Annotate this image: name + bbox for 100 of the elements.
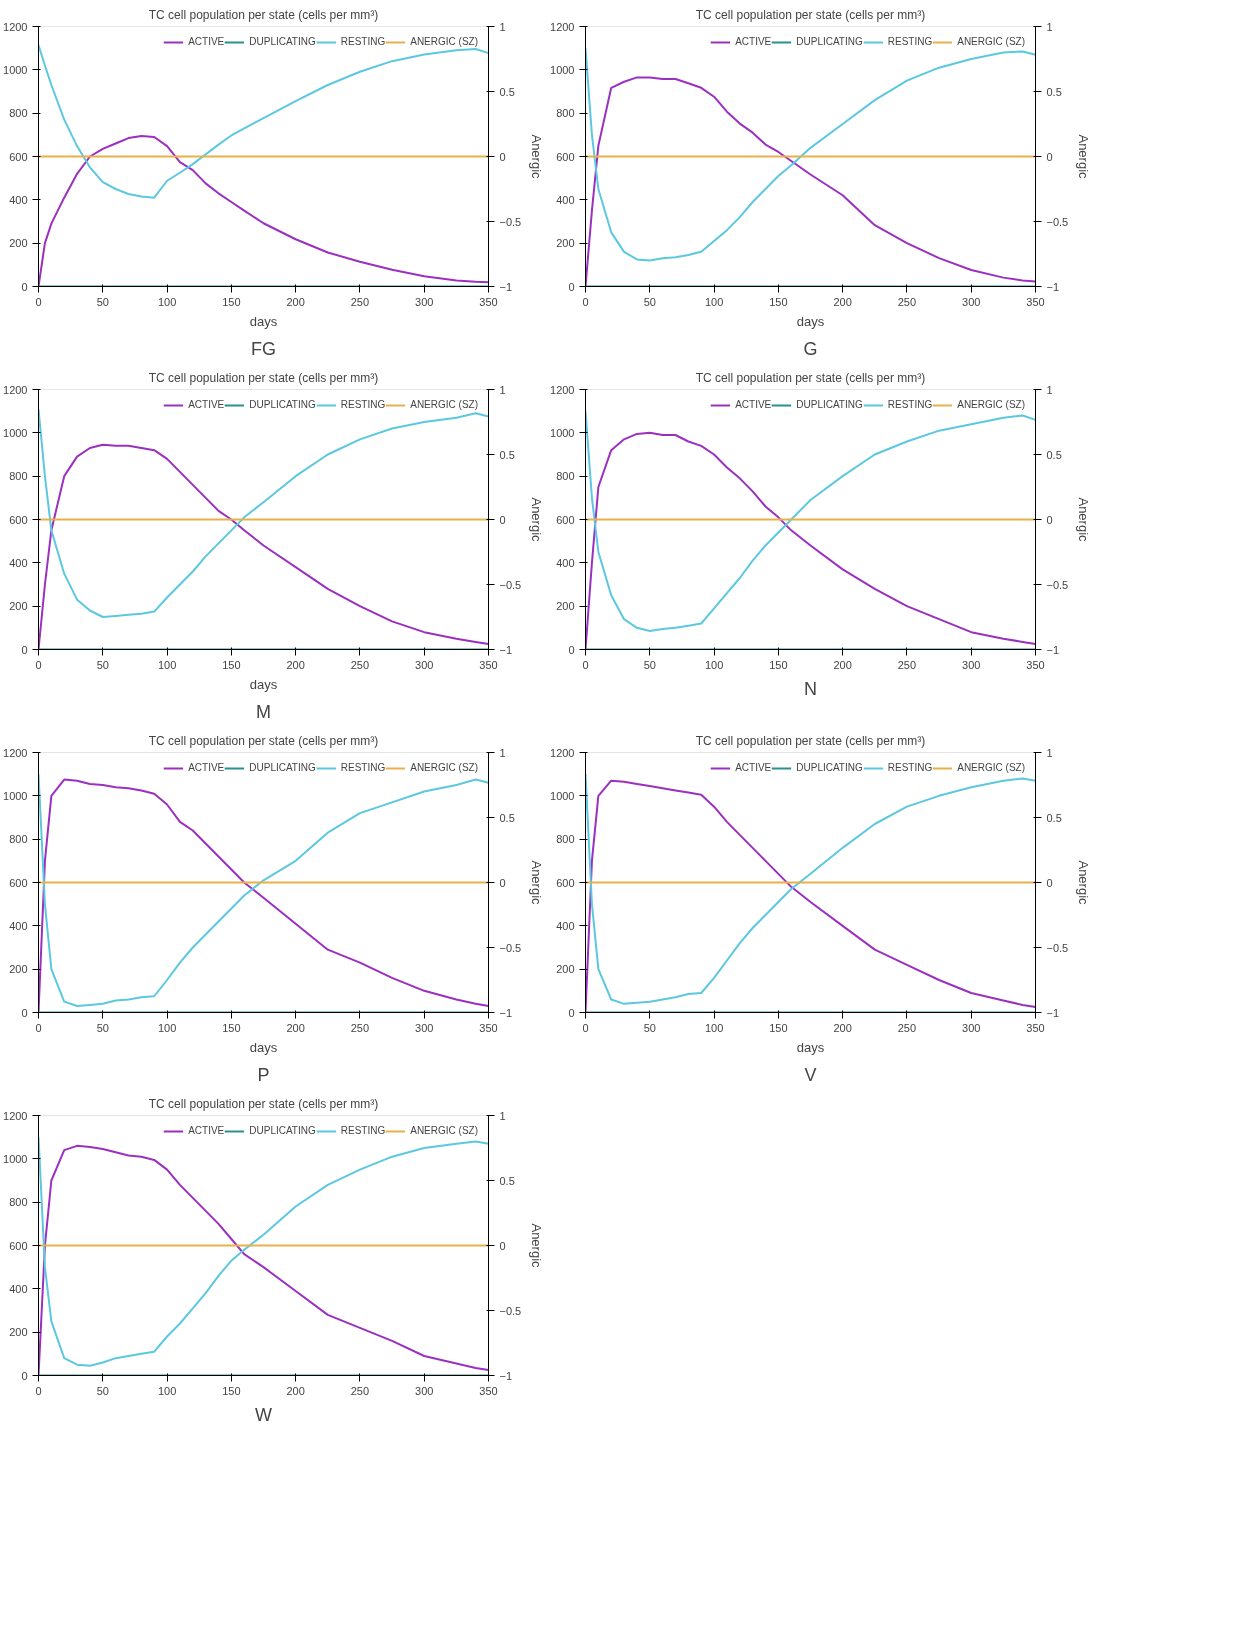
x-tick-label: 200 bbox=[833, 1021, 852, 1034]
y2-tick-label: −1 bbox=[499, 280, 513, 293]
legend-label: ANERGIC (SZ) bbox=[957, 36, 1025, 47]
x-tick-label: 200 bbox=[833, 658, 852, 671]
y2-tick-label: 0 bbox=[499, 876, 506, 889]
legend-label: ACTIVE bbox=[188, 36, 225, 47]
y-tick-label: 800 bbox=[556, 470, 575, 483]
y-tick-label: 200 bbox=[556, 963, 575, 976]
x-tick-label: 350 bbox=[1026, 1021, 1045, 1034]
x-tick-label: 200 bbox=[286, 1021, 305, 1034]
y2-tick-label: −0.5 bbox=[1046, 941, 1069, 954]
legend-label: RESTING bbox=[887, 399, 933, 410]
x-tick-label: 50 bbox=[96, 1021, 109, 1034]
x-tick-label: 200 bbox=[286, 1384, 305, 1397]
y2-tick-label: 0.5 bbox=[499, 85, 515, 98]
x-tick-label: 0 bbox=[582, 1021, 589, 1034]
y-tick-label: 800 bbox=[9, 107, 28, 120]
legend-label: ANERGIC (SZ) bbox=[957, 762, 1025, 773]
y2-tick-label: 0 bbox=[499, 1239, 506, 1252]
legend-label: RESTING bbox=[340, 399, 386, 410]
y2-tick-label: 0 bbox=[499, 513, 506, 526]
text: W bbox=[255, 1404, 273, 1425]
x-tick-label: 350 bbox=[479, 1384, 498, 1397]
y2-tick-label: 0 bbox=[1046, 150, 1053, 163]
legend-label: ACTIVE bbox=[188, 762, 225, 773]
x-tick-label: 150 bbox=[222, 295, 241, 308]
y-tick-label: 600 bbox=[9, 513, 28, 526]
y-tick-label: 1000 bbox=[3, 1152, 28, 1165]
x-tick-label: 300 bbox=[415, 295, 434, 308]
y2-tick-label: −0.5 bbox=[499, 941, 522, 954]
y-tick-label: 800 bbox=[9, 470, 28, 483]
y2-tick-label: −1 bbox=[1046, 1006, 1060, 1019]
x-tick-label: 150 bbox=[769, 295, 788, 308]
y-tick-label: 1200 bbox=[3, 383, 28, 396]
legend-label: RESTING bbox=[887, 762, 933, 773]
x-tick-label: 100 bbox=[157, 1384, 177, 1397]
chart-title: TC cell population per state (cells per mm³) bbox=[148, 733, 379, 748]
y2-axis-title: Anergic bbox=[529, 497, 545, 543]
x-tick-label: 50 bbox=[643, 295, 656, 308]
legend-label: RESTING bbox=[340, 1125, 386, 1136]
x-tick-label: 150 bbox=[222, 658, 241, 671]
y-tick-label: 400 bbox=[556, 193, 575, 206]
y-tick-label: 600 bbox=[9, 1239, 28, 1252]
y2-tick-label: 1 bbox=[1046, 20, 1053, 33]
y-tick-label: 400 bbox=[9, 193, 28, 206]
text: N bbox=[804, 678, 817, 699]
x-tick-label: 250 bbox=[897, 1021, 917, 1034]
y-tick-label: 1200 bbox=[3, 746, 28, 759]
y2-tick-label: 0.5 bbox=[1046, 85, 1062, 98]
text: M bbox=[256, 701, 271, 722]
y2-tick-label: 0.5 bbox=[499, 448, 515, 461]
y-tick-label: 0 bbox=[568, 643, 575, 656]
text: V bbox=[804, 1064, 817, 1085]
legend-label: DUPLICATING bbox=[249, 762, 316, 773]
legend-label: ACTIVE bbox=[188, 1125, 225, 1136]
legend-label: RESTING bbox=[340, 36, 386, 47]
y-tick-label: 0 bbox=[21, 643, 28, 656]
y-tick-label: 0 bbox=[568, 1006, 575, 1019]
y2-tick-label: 0.5 bbox=[499, 1174, 515, 1187]
y2-tick-label: −0.5 bbox=[499, 1304, 522, 1317]
y2-tick-label: 1 bbox=[499, 746, 506, 759]
y2-tick-label: −0.5 bbox=[1046, 215, 1069, 228]
x-tick-label: 250 bbox=[897, 658, 917, 671]
y-tick-label: 0 bbox=[21, 1006, 28, 1019]
y-tick-label: 800 bbox=[9, 1196, 28, 1209]
x-tick-label: 100 bbox=[157, 295, 177, 308]
x-tick-label: 150 bbox=[222, 1021, 241, 1034]
y-tick-label: 1200 bbox=[3, 1109, 28, 1122]
legend-label: DUPLICATING bbox=[249, 399, 316, 410]
y2-tick-label: −0.5 bbox=[499, 578, 522, 591]
y-tick-label: 400 bbox=[556, 919, 575, 932]
y-tick-label: 600 bbox=[556, 513, 575, 526]
y-tick-label: 1200 bbox=[3, 20, 28, 33]
y-tick-label: 600 bbox=[556, 876, 575, 889]
x-tick-label: 300 bbox=[962, 1021, 981, 1034]
y2-tick-label: −1 bbox=[1046, 643, 1060, 656]
x-tick-label: 0 bbox=[35, 658, 42, 671]
x-tick-label: 100 bbox=[157, 658, 177, 671]
y2-tick-label: −1 bbox=[499, 1006, 513, 1019]
x-tick-label: 150 bbox=[769, 658, 788, 671]
y2-tick-label: 0.5 bbox=[1046, 448, 1062, 461]
y2-tick-label: 0 bbox=[1046, 876, 1053, 889]
y2-tick-label: 1 bbox=[1046, 746, 1053, 759]
text: G bbox=[803, 338, 818, 359]
text: P bbox=[257, 1064, 270, 1085]
y2-tick-label: −0.5 bbox=[1046, 578, 1069, 591]
x-tick-label: 50 bbox=[96, 658, 109, 671]
y-tick-label: 800 bbox=[556, 833, 575, 846]
y-tick-label: 600 bbox=[9, 876, 28, 889]
x-tick-label: 350 bbox=[479, 1021, 498, 1034]
x-tick-label: 250 bbox=[350, 1384, 370, 1397]
y2-axis-title: Anergic bbox=[529, 860, 545, 906]
x-tick-label: 200 bbox=[833, 295, 852, 308]
y2-axis-title: Anergic bbox=[1076, 134, 1092, 180]
y-tick-label: 400 bbox=[9, 919, 28, 932]
y-tick-label: 400 bbox=[9, 1282, 28, 1295]
x-tick-label: 300 bbox=[415, 658, 434, 671]
y2-tick-label: −1 bbox=[499, 643, 513, 656]
y2-tick-label: 1 bbox=[499, 383, 506, 396]
legend-label: ACTIVE bbox=[188, 399, 225, 410]
